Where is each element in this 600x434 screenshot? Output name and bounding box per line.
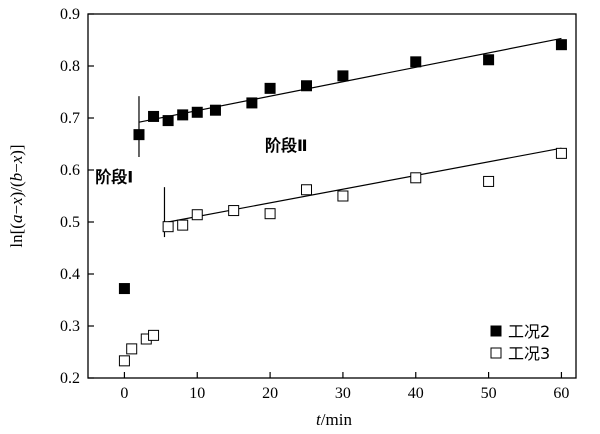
x-axis-title: t/min — [316, 410, 352, 429]
data-point-series-1 — [264, 82, 276, 94]
x-tick-label: 0 — [120, 385, 128, 402]
y-label-prefix: ln[( — [7, 223, 26, 248]
data-points — [118, 39, 567, 367]
data-point-series-2 — [410, 172, 422, 184]
y-label-mid: )/( — [7, 181, 26, 197]
y-tick-label: 0.2 — [60, 370, 80, 387]
x-tick-label: 40 — [408, 385, 424, 402]
stage-label-1: 阶段Ⅰ — [95, 167, 133, 186]
y-label-suffix: )] — [7, 144, 26, 155]
x-tick-label: 30 — [335, 385, 351, 402]
stage-label-2: 阶段Ⅱ — [265, 136, 308, 155]
y-label-x2: x — [7, 155, 26, 164]
data-point-series-2 — [162, 221, 174, 233]
data-point-series-1 — [191, 106, 203, 118]
data-point-series-2 — [177, 219, 189, 231]
x-tick-label: 60 — [553, 385, 569, 402]
y-label-a: a — [7, 215, 26, 224]
data-point-series-1 — [118, 283, 130, 295]
y-label-minus-1: − — [7, 205, 26, 215]
data-point-series-2 — [555, 147, 567, 159]
y-tick-label: 0.3 — [60, 318, 80, 335]
data-point-series-2 — [483, 175, 495, 187]
y-tick-label: 0.4 — [60, 266, 80, 283]
y-tick-label: 0.6 — [60, 162, 80, 179]
y-label-minus-2: − — [7, 163, 26, 173]
data-point-series-2 — [118, 355, 130, 367]
data-point-series-1 — [162, 115, 174, 127]
data-point-series-1 — [301, 80, 313, 92]
data-point-series-1 — [209, 104, 221, 116]
y-tick-label: 0.8 — [60, 58, 80, 75]
legend-label-series-2: 工况3 — [508, 344, 550, 363]
x-axis-variable: t — [316, 410, 322, 429]
data-point-series-1 — [410, 56, 422, 68]
legend-marker-series-2 — [490, 347, 502, 359]
data-point-series-1 — [555, 39, 567, 51]
y-tick-label: 0.7 — [60, 110, 80, 127]
data-point-series-2 — [191, 209, 203, 221]
data-point-series-1 — [337, 70, 349, 82]
data-point-series-2 — [264, 208, 276, 220]
y-tick-label: 0.9 — [60, 6, 80, 23]
fit-line-series-1 — [138, 37, 562, 123]
data-point-series-2 — [228, 205, 240, 217]
data-point-series-2 — [126, 343, 138, 355]
y-tick-label: 0.5 — [60, 214, 80, 231]
data-point-series-1 — [148, 110, 160, 122]
plot-frame — [87, 13, 577, 379]
fit-line-series-2 — [168, 147, 562, 223]
data-point-series-1 — [246, 97, 258, 109]
y-axis-title: ln[(a−x)/(b−x)] — [7, 144, 26, 247]
x-tick-label: 10 — [189, 385, 205, 402]
data-point-series-2 — [301, 184, 313, 196]
data-point-series-1 — [177, 109, 189, 121]
stage-annotations: 阶段Ⅰ 阶段Ⅱ — [95, 136, 307, 187]
data-point-series-1 — [483, 54, 495, 66]
legend-marker-series-1 — [490, 325, 502, 337]
data-point-series-2 — [337, 190, 349, 202]
legend-label-series-1: 工况2 — [508, 322, 550, 341]
axis-ticks: 0 10 20 30 40 50 60 0.2 0.3 0.4 0.5 0.6 0.7 0.8 0.9 — [60, 6, 569, 402]
y-label-b: b — [7, 173, 26, 182]
data-point-series-1 — [133, 129, 145, 141]
data-point-series-2 — [148, 329, 160, 341]
x-tick-label: 20 — [262, 385, 278, 402]
fit-lines — [138, 37, 562, 223]
x-axis-unit: /min — [321, 410, 353, 429]
y-label-x1: x — [7, 197, 26, 206]
x-tick-label: 50 — [481, 385, 497, 402]
